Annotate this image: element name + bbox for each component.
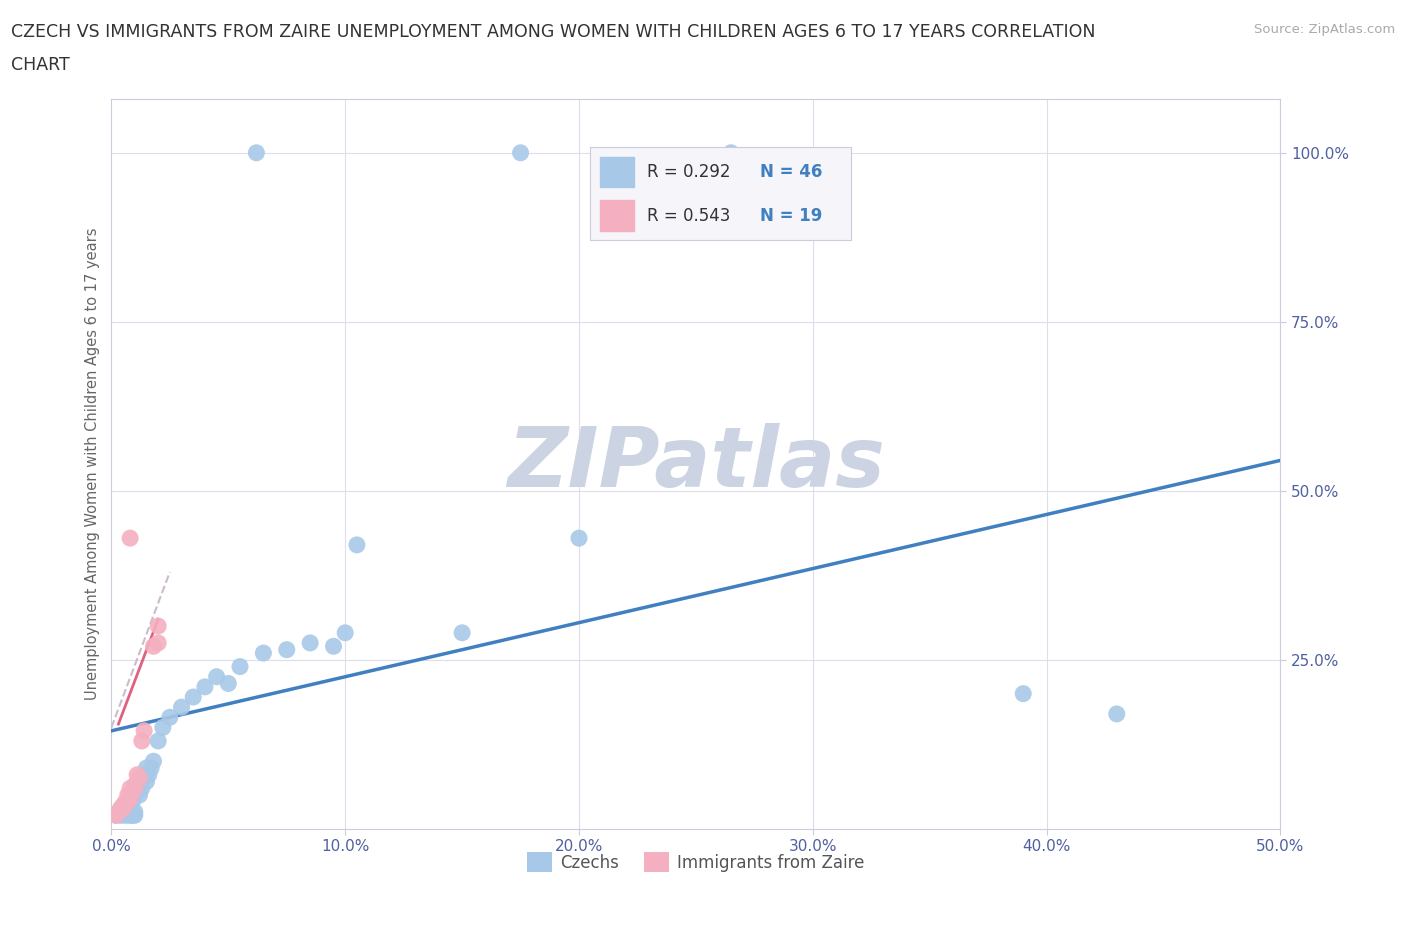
Text: Source: ZipAtlas.com: Source: ZipAtlas.com — [1254, 23, 1395, 36]
Bar — [600, 201, 634, 232]
Point — [142, 639, 165, 654]
Point — [509, 145, 531, 160]
Text: CHART: CHART — [11, 56, 70, 73]
Point — [121, 808, 143, 823]
Point — [152, 720, 174, 735]
Point — [107, 804, 129, 819]
Point — [121, 784, 143, 799]
Point — [117, 801, 139, 816]
Point — [124, 804, 146, 819]
Point — [120, 808, 142, 823]
Point — [194, 680, 217, 695]
Point — [159, 710, 181, 724]
Point — [121, 794, 143, 809]
Point — [146, 618, 169, 633]
Point — [568, 531, 591, 546]
Point — [138, 767, 160, 782]
Point — [131, 781, 153, 796]
Point — [112, 801, 135, 816]
Point — [124, 777, 146, 792]
Point — [299, 635, 322, 650]
Point — [128, 788, 150, 803]
Point — [117, 794, 139, 809]
Point — [142, 754, 165, 769]
Text: CZECH VS IMMIGRANTS FROM ZAIRE UNEMPLOYMENT AMONG WOMEN WITH CHILDREN AGES 6 TO : CZECH VS IMMIGRANTS FROM ZAIRE UNEMPLOYM… — [11, 23, 1095, 41]
Point — [1105, 707, 1128, 722]
Point — [322, 639, 344, 654]
Point — [134, 767, 156, 782]
Point — [134, 724, 156, 738]
Point — [128, 774, 150, 789]
Point — [124, 781, 146, 796]
Point — [1012, 686, 1035, 701]
Point — [181, 689, 204, 704]
Point — [205, 670, 228, 684]
Point — [105, 808, 128, 823]
Point — [141, 761, 163, 776]
Text: N = 46: N = 46 — [759, 163, 823, 181]
Point — [110, 801, 132, 816]
Point — [110, 801, 132, 816]
Bar — [600, 157, 634, 188]
Point — [120, 781, 142, 796]
Legend: Czechs, Immigrants from Zaire: Czechs, Immigrants from Zaire — [520, 845, 872, 879]
Point — [124, 788, 146, 803]
Point — [451, 625, 474, 640]
Point — [276, 643, 298, 658]
Point — [131, 734, 153, 749]
Point — [245, 145, 267, 160]
Point — [112, 801, 135, 816]
Point — [120, 531, 142, 546]
Point — [720, 145, 742, 160]
Point — [135, 761, 157, 776]
Point — [135, 774, 157, 789]
Point — [170, 699, 193, 714]
Point — [127, 781, 149, 796]
Point — [120, 801, 142, 816]
Point — [146, 635, 169, 650]
Point — [114, 794, 136, 809]
Point — [112, 798, 135, 813]
Point — [105, 808, 128, 823]
Y-axis label: Unemployment Among Women with Children Ages 6 to 17 years: Unemployment Among Women with Children A… — [86, 228, 100, 700]
Text: R = 0.543: R = 0.543 — [647, 206, 731, 225]
Text: R = 0.292: R = 0.292 — [647, 163, 731, 181]
Text: N = 19: N = 19 — [759, 206, 823, 225]
Point — [124, 808, 146, 823]
Point — [107, 804, 129, 819]
Point — [127, 767, 149, 782]
Point — [229, 659, 252, 674]
Point — [114, 808, 136, 823]
Point — [146, 734, 169, 749]
Point — [346, 538, 368, 552]
Point — [120, 791, 142, 806]
Point — [252, 645, 274, 660]
Point — [112, 804, 135, 819]
Point — [110, 808, 132, 823]
Point — [128, 771, 150, 786]
Point — [217, 676, 239, 691]
Point — [335, 625, 357, 640]
Point — [117, 804, 139, 819]
Point — [117, 788, 139, 803]
Text: ZIPatlas: ZIPatlas — [508, 423, 884, 504]
Point — [114, 798, 136, 813]
